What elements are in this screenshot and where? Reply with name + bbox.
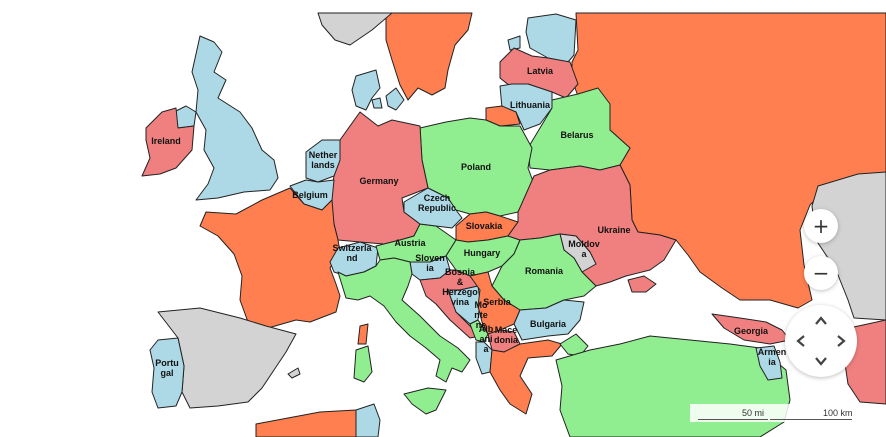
country-sicily[interactable]: [403, 387, 447, 415]
country-germany[interactable]: [329, 111, 429, 245]
country-albania[interactable]: [475, 341, 493, 375]
scale-line-km: [770, 419, 852, 420]
zoom-in-button[interactable]: +: [804, 209, 838, 243]
scale-line-miles: [698, 419, 768, 420]
country-georgia[interactable]: [711, 313, 791, 345]
country-serbia[interactable]: [469, 271, 521, 335]
country-france[interactable]: [199, 187, 341, 329]
country-finland[interactable]: [525, 13, 577, 63]
scale-km-label: 100 km: [823, 408, 853, 418]
country-italy[interactable]: [337, 257, 471, 383]
country-sardinia[interactable]: [353, 345, 373, 383]
country-greece[interactable]: [489, 339, 563, 415]
zoom-out-button[interactable]: −: [804, 256, 838, 290]
scale-miles-label: 50 mi: [742, 408, 765, 418]
country-ireland[interactable]: [141, 107, 195, 177]
country-kazakhstan[interactable]: [811, 171, 886, 321]
country-tunisia[interactable]: [355, 403, 381, 437]
country-netherlands[interactable]: [305, 139, 341, 183]
pan-up-icon[interactable]: [813, 313, 829, 329]
pan-control[interactable]: [785, 305, 857, 377]
pan-down-icon[interactable]: [813, 353, 829, 369]
country-united-kingdom[interactable]: [191, 35, 279, 201]
pan-left-icon[interactable]: [793, 333, 809, 349]
country-turkey[interactable]: [559, 333, 589, 357]
pan-right-icon[interactable]: [833, 333, 849, 349]
country-estonia[interactable]: [507, 35, 521, 51]
country-denmark-island[interactable]: [385, 87, 405, 111]
country-spain-south[interactable]: [255, 409, 357, 437]
country-denmark[interactable]: [351, 69, 381, 111]
country-armenia[interactable]: [755, 345, 783, 381]
country-balearic[interactable]: [287, 367, 301, 379]
country-sweden[interactable]: [317, 12, 393, 46]
country-corsica[interactable]: [357, 323, 369, 345]
country-denmark-island2[interactable]: [371, 97, 383, 109]
country-bulgaria[interactable]: [513, 299, 585, 341]
country-montenegro[interactable]: [469, 319, 489, 343]
country-czech-republic[interactable]: [403, 187, 463, 229]
country-portugal[interactable]: [149, 337, 185, 409]
scale-bar: 50 mi 100 km: [690, 404, 861, 422]
country-crimea[interactable]: [627, 275, 657, 293]
country-norway[interactable]: [385, 12, 473, 101]
